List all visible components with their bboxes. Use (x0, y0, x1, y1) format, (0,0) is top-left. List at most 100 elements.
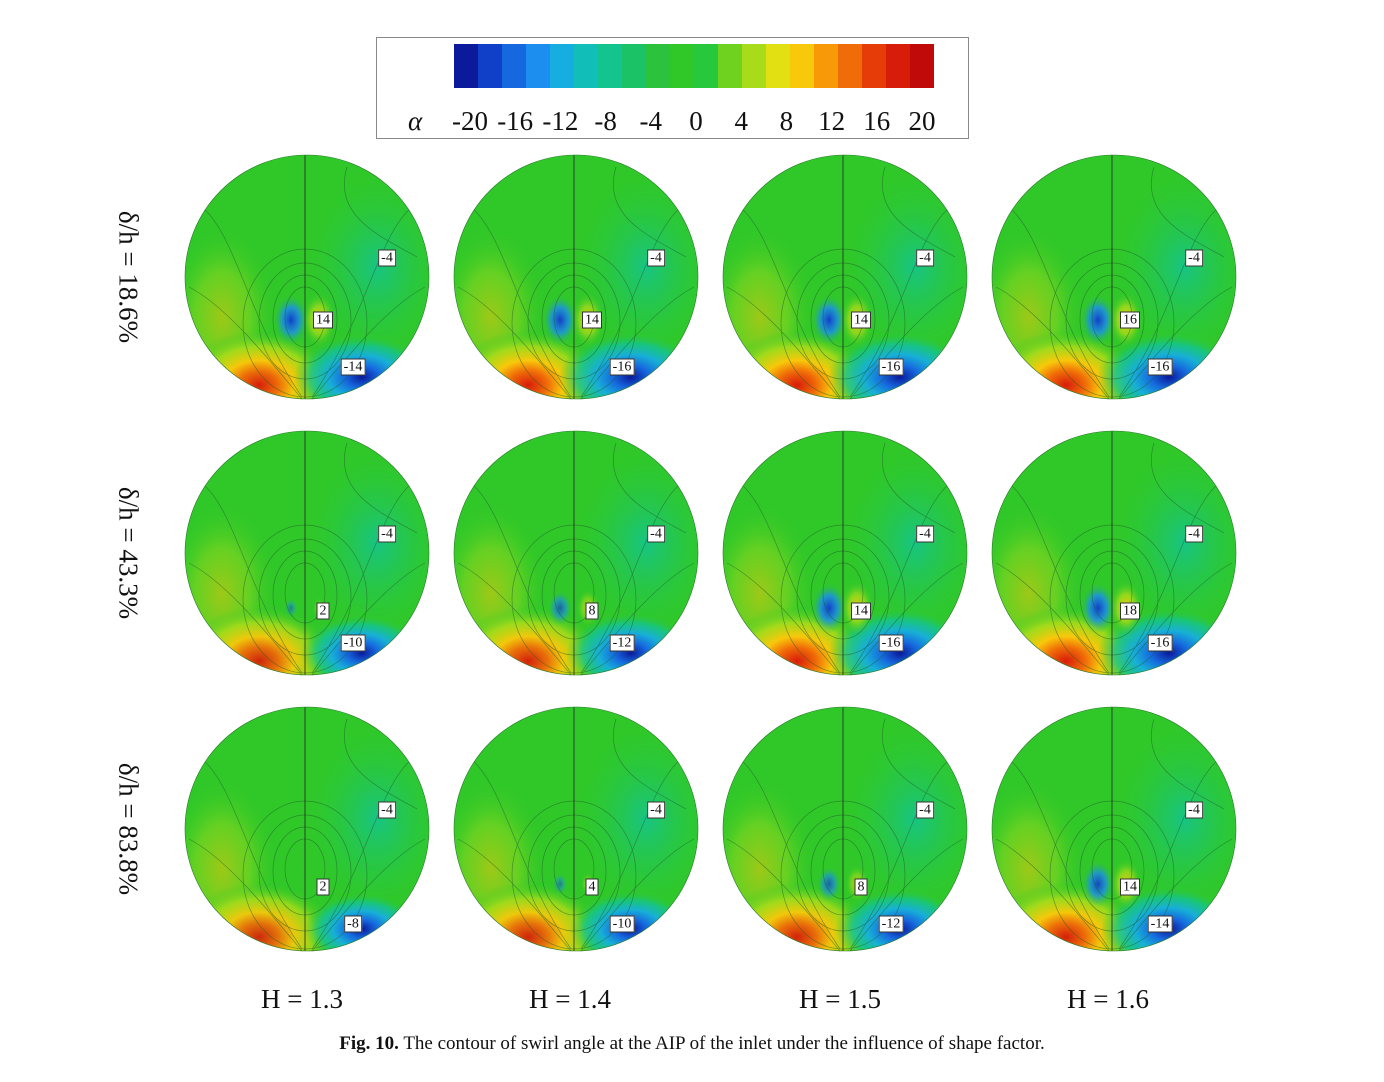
contour-plot (184, 706, 430, 952)
contour-plot (722, 430, 968, 676)
contour-panel: -4 8 -12 (722, 706, 968, 952)
contour-fill (992, 155, 1236, 399)
column-label: H = 1.6 (1067, 984, 1149, 1014)
colorbar-swatch (622, 44, 646, 88)
contour-value-label: -16 (878, 358, 904, 376)
contour-fill (992, 707, 1236, 951)
contour-plot (184, 430, 430, 676)
legend-tick-label: 16 (863, 106, 891, 136)
contour-value-label: -10 (340, 634, 366, 652)
colorbar-swatch (718, 44, 742, 88)
row-label: δ/h = 18.6% (113, 210, 144, 344)
contour-value-label: 2 (316, 602, 330, 620)
contour-plot (453, 154, 699, 400)
legend-tick-label: 20 (908, 106, 936, 136)
contour-value-label: -16 (609, 358, 635, 376)
contour-value-label: 14 (1120, 878, 1140, 896)
contour-panel: -4 14 -16 (453, 154, 699, 400)
legend-tick-label: -20 (452, 106, 488, 136)
legend-tick-label: -8 (594, 106, 617, 136)
colorbar-swatch (646, 44, 670, 88)
contour-value-label: 18 (1120, 602, 1140, 620)
contour-plot (991, 430, 1237, 676)
colorbar-swatch (574, 44, 598, 88)
contour-value-label: -4 (647, 801, 665, 819)
contour-panel: -4 14 -16 (722, 430, 968, 676)
contour-value-label: -16 (1147, 634, 1173, 652)
colorbar-gradient (454, 44, 934, 88)
figure-caption: Fig. 10. The contour of swirl angle at t… (0, 1033, 1384, 1055)
contour-value-label: -4 (378, 249, 396, 267)
colorbar-swatch (814, 44, 838, 88)
legend-tick-label: 0 (689, 106, 703, 136)
contour-value-label: -10 (609, 915, 635, 933)
contour-fill (185, 707, 429, 951)
contour-value-label: -4 (916, 525, 934, 543)
contour-panel: -4 14 -14 (184, 154, 430, 400)
contour-panel: -4 4 -10 (453, 706, 699, 952)
contour-plot (991, 706, 1237, 952)
contour-value-label: -4 (916, 801, 934, 819)
contour-value-label: 14 (582, 311, 602, 329)
contour-value-label: -8 (344, 915, 362, 933)
contour-plot (991, 154, 1237, 400)
colorbar-swatch (526, 44, 550, 88)
contour-fill (992, 431, 1236, 675)
contour-value-label: 16 (1120, 311, 1140, 329)
contour-value-label: -14 (340, 358, 366, 376)
contour-plot (722, 706, 968, 952)
contour-value-label: 14 (851, 311, 871, 329)
contour-panel: -4 2 -8 (184, 706, 430, 952)
contour-panel: -4 18 -16 (991, 430, 1237, 676)
contour-value-label: -4 (916, 249, 934, 267)
contour-value-label: -12 (878, 915, 904, 933)
column-label: H = 1.3 (261, 984, 343, 1014)
contour-fill (185, 431, 429, 675)
colorbar-swatch (670, 44, 694, 88)
contour-fill (454, 431, 698, 675)
legend-tick-label: 4 (734, 106, 748, 136)
colorbar-swatch (862, 44, 886, 88)
contour-value-label: -14 (1147, 915, 1173, 933)
contour-value-label: -16 (878, 634, 904, 652)
colorbar-swatch (886, 44, 910, 88)
contour-plot (722, 154, 968, 400)
legend-symbol: α (408, 106, 423, 136)
legend-tick-label: -4 (639, 106, 663, 136)
contour-fill (454, 707, 698, 951)
contour-fill (723, 155, 967, 399)
contour-value-label: -4 (378, 801, 396, 819)
contour-value-label: 14 (851, 602, 871, 620)
contour-panel: -4 14 -16 (722, 154, 968, 400)
row-label: δ/h = 83.8% (113, 762, 144, 896)
contour-value-label: -4 (378, 525, 396, 543)
row-label: δ/h = 43.3% (113, 486, 144, 620)
contour-panel: -4 8 -12 (453, 430, 699, 676)
colorbar-swatch (478, 44, 502, 88)
colorbar-swatch (766, 44, 790, 88)
colorbar-swatch (550, 44, 574, 88)
colorbar-swatch (790, 44, 814, 88)
contour-value-label: -12 (609, 634, 635, 652)
contour-fill (454, 155, 698, 399)
contour-plot (453, 430, 699, 676)
colorbar-swatch (502, 44, 526, 88)
contour-value-label: 14 (313, 311, 333, 329)
contour-value-label: -4 (1185, 801, 1203, 819)
contour-value-label: 2 (316, 878, 330, 896)
legend-tick-label: 8 (779, 106, 794, 136)
contour-value-label: -4 (1185, 525, 1203, 543)
colorbar-swatch (694, 44, 718, 88)
contour-fill (723, 431, 967, 675)
colorbar-swatch (838, 44, 862, 88)
column-label: H = 1.4 (529, 984, 611, 1014)
contour-lines (995, 166, 1233, 399)
colorbar-swatch (742, 44, 766, 88)
contour-value-label: -16 (1147, 358, 1173, 376)
colorbar-swatch (598, 44, 622, 88)
legend-tick-label: 12 (818, 106, 846, 136)
contour-plot (184, 154, 430, 400)
legend-tick-label: -12 (542, 106, 579, 136)
colorbar-swatch (454, 44, 478, 88)
